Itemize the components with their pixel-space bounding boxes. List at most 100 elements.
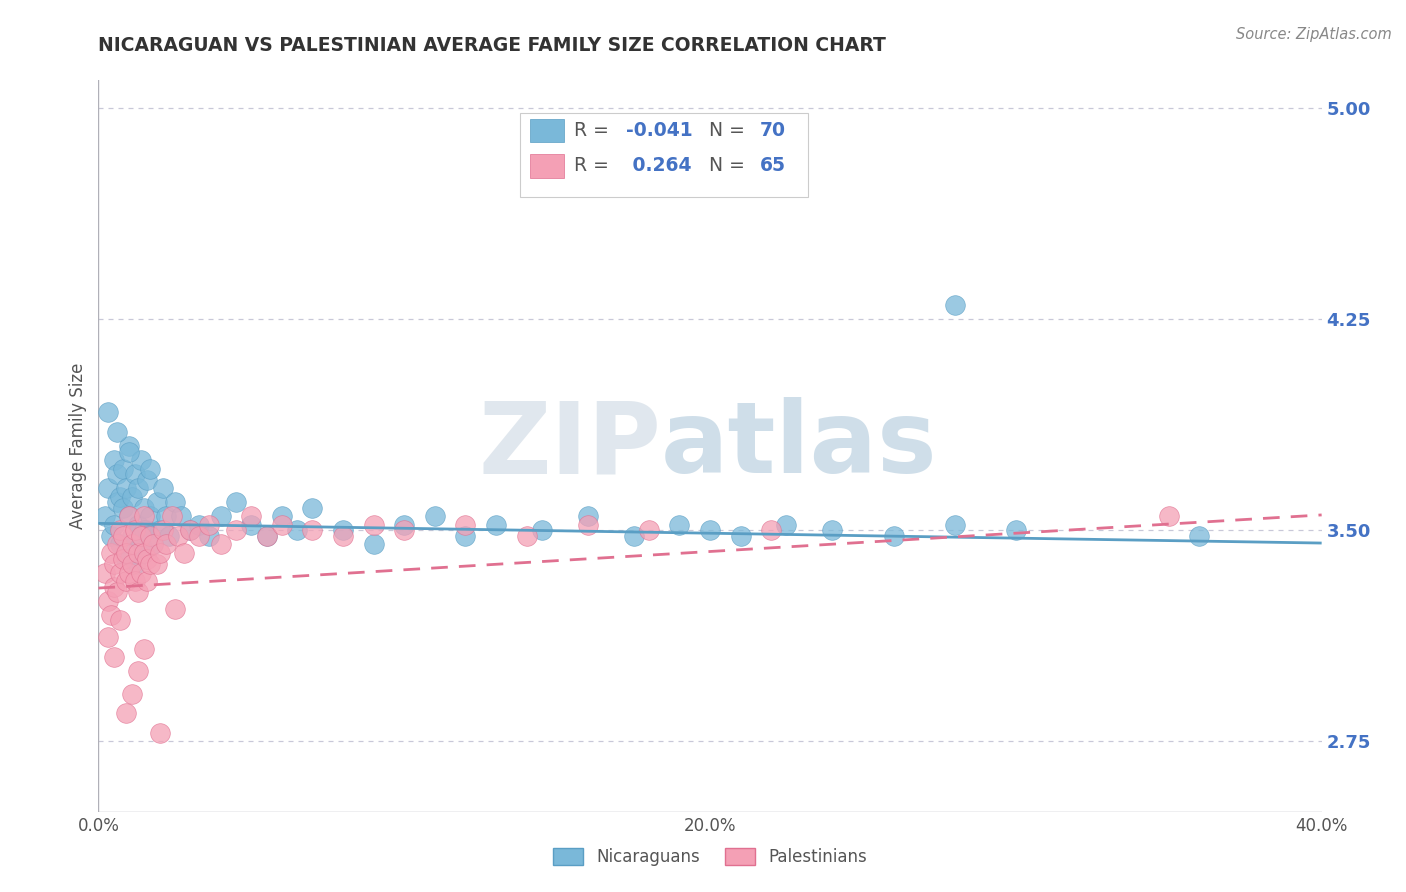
- Point: [576, 517, 599, 532]
- Point: [100, 529, 122, 543]
- Point: [240, 517, 263, 532]
- Bar: [530, 119, 564, 143]
- Point: [332, 524, 354, 538]
- Text: R =: R =: [574, 121, 616, 140]
- Text: atlas: atlas: [661, 398, 938, 494]
- Point: [256, 529, 278, 543]
- Point: [139, 529, 162, 543]
- Point: [124, 557, 146, 571]
- Point: [127, 546, 149, 560]
- Point: [145, 495, 167, 509]
- Text: N =: N =: [709, 121, 751, 140]
- Point: [127, 664, 149, 678]
- Point: [285, 524, 308, 538]
- Point: [105, 467, 128, 482]
- Point: [124, 574, 146, 588]
- Point: [730, 529, 752, 543]
- Point: [121, 490, 143, 504]
- Text: 0.264: 0.264: [626, 156, 692, 176]
- Point: [225, 524, 247, 538]
- Point: [108, 490, 131, 504]
- Point: [136, 473, 159, 487]
- Point: [454, 517, 477, 532]
- Point: [105, 537, 128, 551]
- Point: [209, 537, 232, 551]
- Point: [699, 524, 721, 538]
- Point: [108, 614, 131, 628]
- Point: [423, 509, 446, 524]
- Point: [240, 509, 263, 524]
- Point: [121, 687, 143, 701]
- Point: [129, 529, 152, 543]
- Point: [392, 524, 416, 538]
- Point: [170, 509, 193, 524]
- Point: [127, 585, 149, 599]
- Point: [152, 524, 174, 538]
- Point: [111, 551, 134, 566]
- Point: [134, 546, 156, 560]
- Point: [115, 481, 138, 495]
- Point: [93, 509, 115, 524]
- Point: [179, 524, 201, 538]
- Point: [1188, 529, 1211, 543]
- Point: [121, 529, 143, 543]
- Point: [139, 461, 162, 475]
- Text: NICARAGUAN VS PALESTINIAN AVERAGE FAMILY SIZE CORRELATION CHART: NICARAGUAN VS PALESTINIAN AVERAGE FAMILY…: [98, 36, 886, 54]
- Point: [883, 529, 905, 543]
- Point: [775, 517, 797, 532]
- Point: [179, 524, 201, 538]
- Point: [97, 630, 120, 644]
- Point: [103, 650, 125, 665]
- Point: [637, 524, 661, 538]
- Point: [97, 593, 120, 607]
- Text: 70: 70: [761, 121, 786, 140]
- Point: [188, 529, 211, 543]
- Point: [127, 517, 149, 532]
- Point: [1157, 509, 1180, 524]
- Point: [152, 481, 174, 495]
- Point: [134, 509, 156, 524]
- Point: [821, 524, 844, 538]
- Point: [623, 529, 645, 543]
- Text: Source: ZipAtlas.com: Source: ZipAtlas.com: [1236, 27, 1392, 42]
- Point: [943, 298, 966, 312]
- Point: [118, 509, 141, 524]
- Point: [118, 509, 141, 524]
- Point: [108, 537, 131, 551]
- Legend: Nicaraguans, Palestinians: Nicaraguans, Palestinians: [547, 841, 873, 873]
- Point: [145, 557, 167, 571]
- Point: [943, 517, 966, 532]
- Point: [103, 517, 125, 532]
- Point: [118, 439, 141, 453]
- Point: [115, 551, 138, 566]
- Point: [142, 537, 165, 551]
- Point: [256, 529, 278, 543]
- Point: [332, 529, 354, 543]
- Point: [115, 546, 138, 560]
- Point: [103, 580, 125, 594]
- Point: [129, 453, 152, 467]
- Point: [97, 405, 120, 419]
- Point: [1004, 524, 1026, 538]
- Point: [173, 546, 195, 560]
- Point: [139, 557, 162, 571]
- Text: 65: 65: [761, 156, 786, 176]
- Point: [136, 524, 159, 538]
- Point: [115, 706, 138, 721]
- Point: [105, 495, 128, 509]
- Point: [155, 509, 177, 524]
- Point: [100, 607, 122, 622]
- Point: [301, 524, 323, 538]
- Point: [197, 529, 219, 543]
- Point: [149, 546, 172, 560]
- Point: [149, 524, 172, 538]
- Point: [134, 524, 156, 538]
- Y-axis label: Average Family Size: Average Family Size: [69, 363, 87, 529]
- Point: [105, 425, 128, 439]
- Point: [485, 517, 508, 532]
- FancyBboxPatch shape: [520, 113, 808, 197]
- Point: [108, 566, 131, 580]
- Point: [129, 537, 152, 551]
- Point: [129, 566, 152, 580]
- Point: [134, 641, 156, 656]
